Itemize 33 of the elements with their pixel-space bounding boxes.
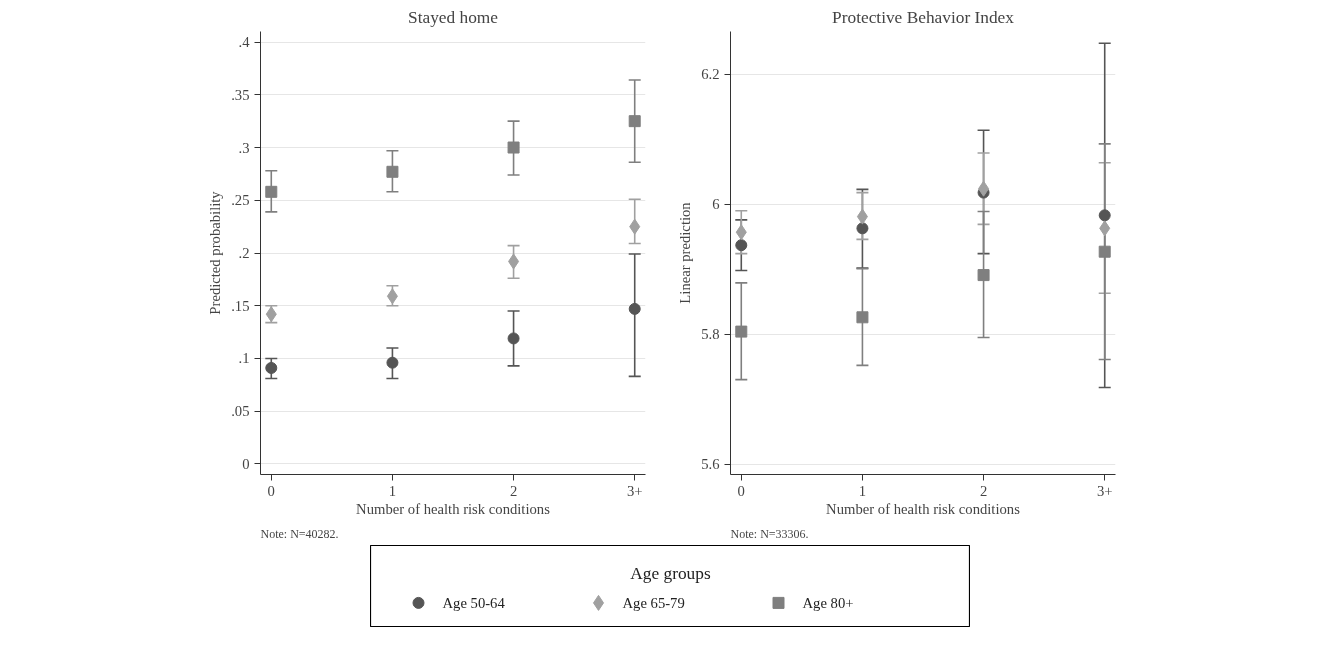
text: Note: N=40282.: [260, 526, 339, 541]
y-axis-title: Predicted probability: [207, 190, 224, 315]
y-tick-label: .15: [231, 297, 250, 314]
legend-label: Age 80+: [802, 594, 854, 611]
x-tick-label: 1: [388, 482, 397, 499]
y-tick-label: 5.8: [701, 326, 720, 343]
y-axis-title: Linear prediction: [677, 201, 694, 304]
y-tick-label: 0: [242, 455, 250, 472]
y-tick-label: .05: [231, 403, 250, 420]
y-tick-label: .4: [238, 34, 251, 51]
y-tick-label: 5.6: [701, 456, 720, 473]
y-tick-label: 6: [712, 196, 720, 213]
chart-title: Protective Behavior Index: [832, 7, 1015, 27]
y-tick-label: .35: [231, 86, 250, 103]
legend-title: Age groups: [630, 563, 711, 583]
y-tick-label: .2: [238, 245, 250, 261]
x-tick-label: 0: [737, 482, 745, 499]
x-tick-label: 2: [509, 482, 518, 499]
y-tick-label: .25: [231, 192, 250, 209]
x-tick-label: 1: [858, 482, 867, 499]
x-tick-label: 3+: [1096, 482, 1113, 499]
legend-label: Age 65-79: [622, 594, 685, 611]
y-tick-label: 6.2: [701, 66, 720, 83]
text: Note: N=33306.: [730, 526, 809, 541]
chart-title: Stayed home: [408, 7, 499, 27]
x-tick-label: 2: [979, 482, 988, 499]
x-axis-title: Number of health risk conditions: [826, 500, 1021, 517]
x-axis-title: Number of health risk conditions: [356, 500, 551, 517]
y-tick-label: .3: [238, 139, 250, 156]
x-tick-label: 3+: [626, 482, 643, 499]
x-tick-label: 0: [267, 482, 275, 499]
y-tick-label: .1: [238, 350, 250, 367]
legend-label: Age 50-64: [442, 594, 506, 611]
